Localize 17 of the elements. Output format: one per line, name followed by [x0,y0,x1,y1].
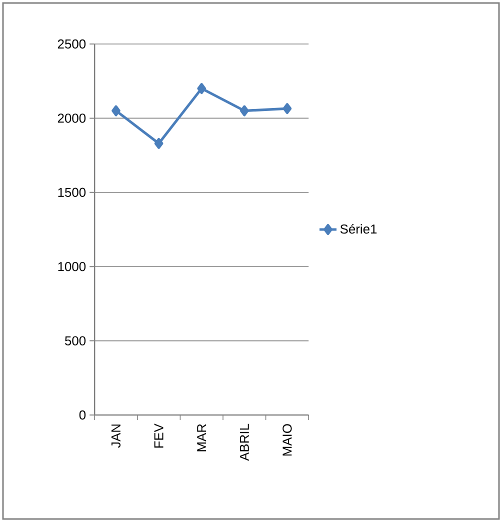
x-tick-label: ABRIL [240,424,249,461]
y-tick-label: 1500 [58,188,86,197]
point [197,83,206,94]
point [154,138,164,149]
point [282,103,292,114]
y-tick-label: 2000 [58,114,86,123]
point [240,105,249,116]
point [112,105,120,116]
x-tick-label: FEV [154,424,164,448]
x-tick-label: JAN [111,424,121,448]
y-tick-label: 1000 [58,262,86,272]
y-tick-label: 2500 [58,39,86,49]
y-tick-label: 0 [79,410,86,420]
x-tick-label: MAR [197,424,206,452]
y-tick-label: 500 [64,336,86,346]
legend-label: Série1 [340,224,377,234]
x-tick-label: MAIO [282,424,292,456]
